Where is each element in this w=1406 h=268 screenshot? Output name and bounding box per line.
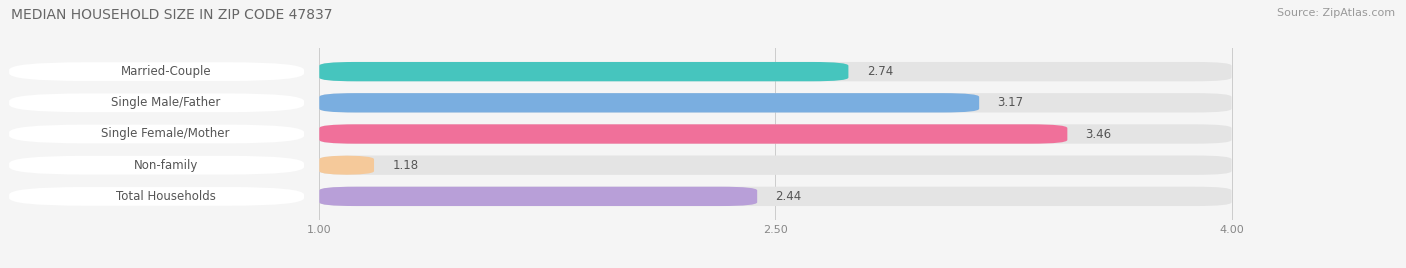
- FancyBboxPatch shape: [319, 93, 1232, 113]
- Text: Non-family: Non-family: [134, 159, 198, 172]
- Text: Single Male/Father: Single Male/Father: [111, 96, 221, 109]
- Text: MEDIAN HOUSEHOLD SIZE IN ZIP CODE 47837: MEDIAN HOUSEHOLD SIZE IN ZIP CODE 47837: [11, 8, 333, 22]
- FancyBboxPatch shape: [8, 156, 304, 174]
- FancyBboxPatch shape: [319, 62, 848, 81]
- FancyBboxPatch shape: [319, 62, 1232, 81]
- Text: Married-Couple: Married-Couple: [121, 65, 211, 78]
- Text: 1.18: 1.18: [392, 159, 419, 172]
- Text: Single Female/Mother: Single Female/Mother: [101, 128, 231, 140]
- Text: 3.46: 3.46: [1085, 128, 1112, 140]
- FancyBboxPatch shape: [319, 155, 374, 175]
- Text: 3.17: 3.17: [997, 96, 1024, 109]
- Text: 2.44: 2.44: [776, 190, 801, 203]
- Text: 2.74: 2.74: [866, 65, 893, 78]
- FancyBboxPatch shape: [319, 155, 1232, 175]
- FancyBboxPatch shape: [8, 94, 304, 112]
- FancyBboxPatch shape: [8, 187, 304, 206]
- Text: Source: ZipAtlas.com: Source: ZipAtlas.com: [1277, 8, 1395, 18]
- FancyBboxPatch shape: [319, 93, 979, 113]
- FancyBboxPatch shape: [319, 124, 1067, 144]
- FancyBboxPatch shape: [319, 124, 1232, 144]
- Text: Total Households: Total Households: [115, 190, 215, 203]
- FancyBboxPatch shape: [8, 125, 304, 143]
- FancyBboxPatch shape: [319, 187, 1232, 206]
- FancyBboxPatch shape: [8, 62, 304, 81]
- FancyBboxPatch shape: [319, 187, 758, 206]
